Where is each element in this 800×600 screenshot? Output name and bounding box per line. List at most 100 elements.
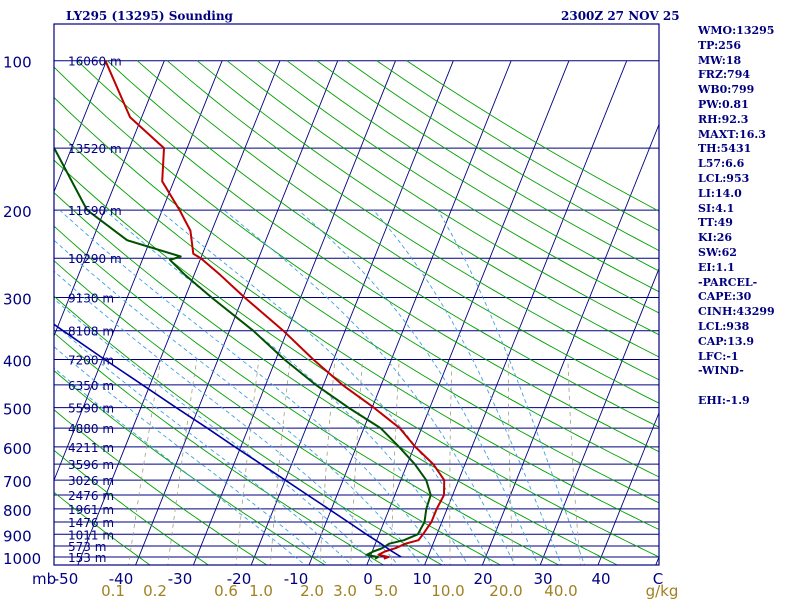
temperature-line xyxy=(104,60,446,560)
parcel-line xyxy=(54,323,402,558)
plot-frame xyxy=(53,23,660,566)
isotherm xyxy=(366,60,570,565)
height-label: 4211 m xyxy=(68,441,114,455)
mixing-ratio-line xyxy=(269,359,291,565)
dry-adiabat xyxy=(76,60,659,453)
temperature-tick-label: -10 xyxy=(284,570,309,588)
index-line: WB0:799 xyxy=(698,83,755,97)
index-line: MAXT:16.3 xyxy=(698,127,766,141)
height-label: 2476 m xyxy=(68,489,114,503)
pressure-unit-label: mb xyxy=(32,570,56,588)
height-label: 9130 m xyxy=(68,291,114,305)
height-label: 16060 m xyxy=(68,55,122,69)
temperature-tick-label: -40 xyxy=(109,570,134,588)
isotherm xyxy=(77,60,281,565)
dewpoint-line xyxy=(54,146,432,560)
moist-adiabat xyxy=(54,323,353,565)
dry-adiabat xyxy=(54,332,385,565)
dry-adiabat xyxy=(226,60,659,336)
index-line: MW:18 xyxy=(698,53,742,67)
mixing-ratio-label: 20.0 xyxy=(489,582,522,600)
pressure-tick-label: 700 xyxy=(3,473,32,491)
isotherm xyxy=(424,60,628,565)
mixing-ratio-label: 0.6 xyxy=(214,582,238,600)
index-line: PW:0.81 xyxy=(698,97,749,111)
index-line: RH:92.3 xyxy=(698,112,749,126)
dry-adiabat xyxy=(54,159,659,558)
moist-adiabat xyxy=(158,209,493,565)
index-line: -PARCEL- xyxy=(698,275,758,289)
height-label: 7200 m xyxy=(68,354,114,368)
moist-adiabat xyxy=(54,298,376,565)
dry-adiabat xyxy=(136,60,659,404)
mixing-ratio-label: 0.1 xyxy=(101,582,125,600)
index-line: EHI:-1.9 xyxy=(698,393,750,407)
temperature-tick-label: 0 xyxy=(363,570,373,588)
index-line: LI:14.0 xyxy=(698,186,742,200)
index-line: -WIND- xyxy=(698,364,744,378)
pressure-tick-label: 500 xyxy=(3,401,32,419)
dry-adiabat xyxy=(286,60,659,293)
height-label: 13520 m xyxy=(68,142,122,156)
mixing-ratio-label: 5.0 xyxy=(374,582,398,600)
index-line: CINH:43299 xyxy=(698,305,775,319)
dry-adiabat xyxy=(54,409,268,565)
temperature-tick-label: 30 xyxy=(533,570,552,588)
isotherm xyxy=(597,411,659,565)
dry-adiabat xyxy=(54,491,151,565)
pressure-tick-label: 600 xyxy=(3,440,32,458)
index-line: LCL:953 xyxy=(698,171,750,185)
profile-lines xyxy=(54,60,446,560)
temperature-unit-label: C xyxy=(653,570,663,588)
height-label: 1476 m xyxy=(68,516,114,530)
moist-adiabat xyxy=(223,209,516,565)
pressure-tick-label: 900 xyxy=(3,527,32,545)
temperature-tick-label: 40 xyxy=(591,570,610,588)
isotherm xyxy=(54,60,223,482)
mixing-ratio-line xyxy=(128,359,162,565)
pressure-tick-label: 400 xyxy=(3,353,32,371)
index-line: TP:256 xyxy=(698,38,742,52)
dry-adiabat xyxy=(256,60,659,314)
mixing-ratio-label: 3.0 xyxy=(333,582,357,600)
index-line xyxy=(698,379,798,394)
height-label: 153 m xyxy=(68,551,106,565)
height-label: 3026 m xyxy=(68,474,114,488)
index-line: FRZ:794 xyxy=(698,68,751,82)
isotherm xyxy=(135,60,339,565)
index-line: TT:49 xyxy=(698,216,733,230)
dry-adiabat xyxy=(196,60,659,358)
height-label: 6350 m xyxy=(68,379,114,393)
dry-adiabat xyxy=(54,449,210,565)
isotherm xyxy=(481,123,659,565)
mixing-ratio-line xyxy=(567,359,581,565)
mixing-ratio-line xyxy=(235,359,260,565)
dry-adiabat xyxy=(54,66,659,478)
index-line: KI:26 xyxy=(698,231,733,245)
dry-adiabat xyxy=(54,96,659,504)
moist-adiabat xyxy=(54,239,423,565)
pressure-tick-label: 1000 xyxy=(3,550,41,568)
index-line: L57:6.6 xyxy=(698,157,745,171)
grid-lines xyxy=(54,60,659,565)
isotherm xyxy=(54,60,165,338)
dry-adiabat xyxy=(54,225,560,565)
moist-adiabat xyxy=(298,209,539,565)
isotherm xyxy=(250,60,454,565)
dry-adiabat xyxy=(54,260,502,565)
dry-adiabat xyxy=(54,192,619,565)
mixing-ratio-label: g/kg xyxy=(646,582,679,600)
height-label: 573 m xyxy=(68,540,106,554)
indices-panel: WMO:13295 TP:256 MW:18 FRZ:794 WB0:799 PW:0.8… xyxy=(698,24,798,409)
isotherm xyxy=(54,60,107,193)
index-line: LFC:-1 xyxy=(698,349,739,363)
moist-adiabat xyxy=(54,270,399,565)
index-line: CAP:13.9 xyxy=(698,334,755,348)
temperature-tick-label: -20 xyxy=(227,570,252,588)
height-label: 11690 m xyxy=(68,204,122,218)
temperature-tick-label: -30 xyxy=(168,570,193,588)
